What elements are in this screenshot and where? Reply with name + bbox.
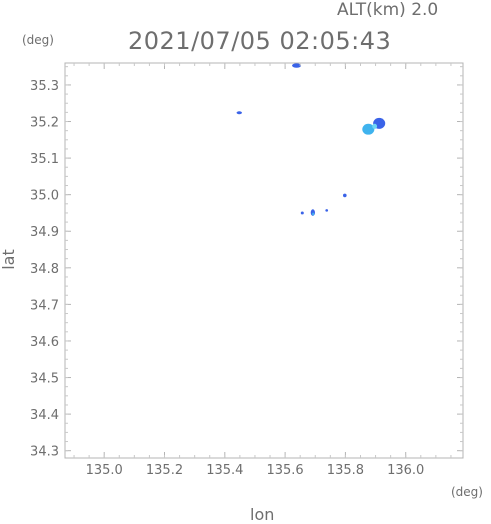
x-tick-label: 135.8 bbox=[327, 463, 364, 478]
y-tick-label: 34.4 bbox=[30, 408, 59, 423]
y-tick-label: 34.9 bbox=[30, 225, 59, 240]
y-tick-label: 34.8 bbox=[30, 262, 59, 277]
y-tick-label: 35.0 bbox=[30, 189, 59, 204]
y-tick-label: 35.3 bbox=[30, 79, 59, 94]
y-axis-ticks: 34.3 34.4 34.5 34.6 34.7 34.8 34.9 35.0 35.1 35.2… bbox=[30, 66, 463, 460]
y-tick-label: 34.5 bbox=[30, 372, 59, 387]
echo-cell-8 bbox=[312, 212, 315, 216]
x-axis-ticks: 135.0 135.2 135.4 135.6 135.8 136.0 bbox=[73, 63, 452, 478]
echo-cell-4 bbox=[372, 123, 378, 129]
y-tick-label: 34.6 bbox=[30, 335, 59, 350]
x-axis-unit: (deg) bbox=[451, 485, 483, 499]
y-tick-label: 34.3 bbox=[30, 445, 59, 460]
echo-cell-5 bbox=[342, 193, 347, 198]
x-tick-label: 136.0 bbox=[387, 463, 424, 478]
y-tick-label: 35.2 bbox=[30, 116, 59, 131]
y-axis-unit: (deg) bbox=[22, 33, 54, 47]
echo-cell-2 bbox=[362, 123, 375, 135]
echo-cell-6 bbox=[300, 211, 304, 215]
x-axis-label: lon bbox=[250, 505, 275, 524]
chart-timestamp: 2021/07/05 02:05:43 bbox=[128, 27, 392, 55]
y-tick-label: 35.1 bbox=[30, 152, 59, 167]
x-tick-label: 135.0 bbox=[86, 463, 123, 478]
y-tick-label: 34.7 bbox=[30, 298, 59, 313]
altitude-label: ALT(km) 2.0 bbox=[337, 0, 439, 20]
echo-cell-0 bbox=[292, 63, 302, 68]
echo-cell-1 bbox=[236, 111, 242, 115]
plot-frame bbox=[64, 62, 464, 459]
x-tick-label: 135.4 bbox=[206, 463, 243, 478]
x-tick-label: 135.2 bbox=[146, 463, 183, 478]
x-tick-label: 135.6 bbox=[266, 463, 303, 478]
echo-cells bbox=[236, 63, 386, 216]
echo-cell-9 bbox=[325, 209, 329, 212]
